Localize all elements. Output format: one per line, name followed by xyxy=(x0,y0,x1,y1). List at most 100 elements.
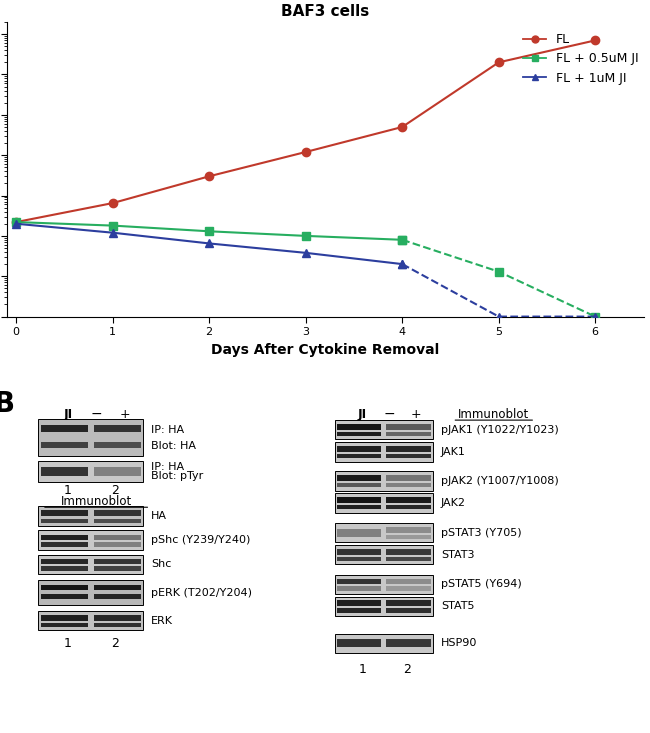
Bar xyxy=(386,505,431,509)
Text: STAT5: STAT5 xyxy=(441,601,474,611)
Bar xyxy=(386,475,431,481)
Bar xyxy=(337,549,382,555)
Text: Shc: Shc xyxy=(151,559,172,570)
Text: Immunoblot: Immunoblot xyxy=(458,408,530,421)
Bar xyxy=(335,420,434,440)
Bar xyxy=(38,419,144,456)
Bar xyxy=(335,443,434,462)
Bar xyxy=(41,534,88,540)
Bar xyxy=(41,510,88,516)
Bar xyxy=(337,578,382,584)
Bar xyxy=(94,615,141,621)
Bar xyxy=(386,586,431,591)
Bar xyxy=(94,442,141,449)
Bar xyxy=(337,586,382,591)
Bar xyxy=(335,471,434,491)
Bar xyxy=(337,557,382,561)
Text: Blot: HA: Blot: HA xyxy=(151,441,196,451)
Text: 2: 2 xyxy=(403,663,411,676)
Bar xyxy=(386,600,431,606)
Bar xyxy=(94,567,141,571)
Bar xyxy=(94,519,141,523)
Bar xyxy=(335,493,434,512)
Text: pSTAT3 (Y705): pSTAT3 (Y705) xyxy=(441,528,521,538)
Bar xyxy=(337,497,382,503)
Text: pJAK1 (Y1022/Y1023): pJAK1 (Y1022/Y1023) xyxy=(441,425,559,435)
Bar xyxy=(94,559,141,564)
Text: IP: HA: IP: HA xyxy=(151,424,184,435)
Bar xyxy=(386,549,431,555)
Bar xyxy=(38,507,144,526)
Bar xyxy=(337,608,382,613)
Text: JI: JI xyxy=(358,408,367,421)
Text: ERK: ERK xyxy=(151,616,173,626)
Bar xyxy=(94,534,141,540)
Text: Blot: pTyr: Blot: pTyr xyxy=(151,471,203,481)
Bar xyxy=(335,523,434,542)
Bar xyxy=(38,461,144,482)
Bar xyxy=(94,467,141,476)
Bar xyxy=(386,454,431,458)
Bar xyxy=(386,527,431,533)
Bar xyxy=(386,424,431,430)
Bar xyxy=(38,555,144,574)
Bar xyxy=(337,432,382,436)
Bar xyxy=(41,425,88,432)
Bar xyxy=(41,467,88,476)
Bar xyxy=(337,446,382,452)
Text: −: − xyxy=(383,408,395,421)
Text: B: B xyxy=(0,390,15,418)
Bar xyxy=(94,510,141,516)
Text: pSTAT5 (Y694): pSTAT5 (Y694) xyxy=(441,579,522,589)
Text: 2: 2 xyxy=(111,637,119,650)
Bar xyxy=(41,623,88,627)
Text: STAT3: STAT3 xyxy=(441,550,474,560)
Text: 2: 2 xyxy=(111,484,119,497)
Bar xyxy=(94,542,141,547)
Text: pShc (Y239/Y240): pShc (Y239/Y240) xyxy=(151,535,250,545)
Text: JAK1: JAK1 xyxy=(441,447,466,457)
Bar xyxy=(41,542,88,547)
Bar xyxy=(38,531,144,550)
Bar xyxy=(94,425,141,432)
Text: 1: 1 xyxy=(358,663,366,676)
Bar xyxy=(335,634,434,653)
Text: +: + xyxy=(410,408,421,421)
Text: 1: 1 xyxy=(64,637,72,650)
Bar xyxy=(335,597,434,616)
Bar xyxy=(337,600,382,606)
Text: JI: JI xyxy=(63,408,72,421)
Text: Immunoblot: Immunoblot xyxy=(60,495,132,508)
Bar xyxy=(386,535,431,539)
Bar xyxy=(337,454,382,458)
Bar xyxy=(337,424,382,430)
Title: BAF3 cells: BAF3 cells xyxy=(281,4,369,20)
Bar xyxy=(386,608,431,613)
Legend: FL, FL + 0.5uM JI, FL + 1uM JI: FL, FL + 0.5uM JI, FL + 1uM JI xyxy=(519,29,644,89)
Text: 1: 1 xyxy=(64,484,72,497)
Bar xyxy=(386,557,431,561)
Text: HSP90: HSP90 xyxy=(441,638,477,649)
Bar xyxy=(41,615,88,621)
Bar xyxy=(337,475,382,481)
Bar xyxy=(335,575,434,594)
Bar xyxy=(41,559,88,564)
Bar xyxy=(41,442,88,449)
Bar xyxy=(386,432,431,436)
Text: JAK2: JAK2 xyxy=(441,498,466,508)
Bar xyxy=(38,581,144,605)
Text: pJAK2 (Y1007/Y1008): pJAK2 (Y1007/Y1008) xyxy=(441,476,559,486)
Bar xyxy=(386,578,431,584)
Text: pERK (T202/Y204): pERK (T202/Y204) xyxy=(151,588,252,597)
Bar xyxy=(386,446,431,452)
Bar xyxy=(41,585,88,590)
Bar xyxy=(41,519,88,523)
Bar xyxy=(386,483,431,487)
Bar xyxy=(337,505,382,509)
Bar xyxy=(386,639,431,647)
Bar xyxy=(41,594,88,599)
Bar xyxy=(38,611,144,630)
Text: IP: HA: IP: HA xyxy=(151,462,184,472)
Bar xyxy=(337,483,382,487)
Bar xyxy=(94,594,141,599)
